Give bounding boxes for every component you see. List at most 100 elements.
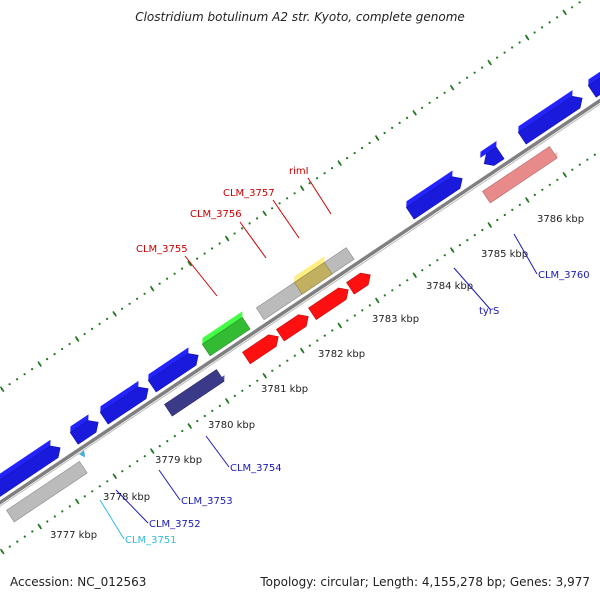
inner-scale-dot	[548, 183, 551, 186]
gene-label-CLM_3752: CLM_3752	[149, 519, 201, 530]
outer-scale-dot	[428, 101, 431, 104]
gene-CLM_3752	[69, 420, 99, 445]
gene-CLM_3753	[99, 386, 149, 425]
inner-scale-dot	[496, 218, 499, 222]
inner-scale-dot	[473, 234, 476, 237]
inner-scale-dot	[593, 153, 596, 156]
gene-label-leader-tyrS	[453, 267, 491, 310]
inner-scale-tick	[487, 222, 493, 228]
inner-scale-dot	[136, 460, 139, 463]
gene-CLM_3753-top	[100, 380, 139, 413]
inner-scale-tick	[224, 397, 230, 404]
inner-scale-tick	[37, 523, 43, 530]
gene-CLM_3757-rna	[308, 287, 349, 321]
outer-scale-dot	[578, 1, 581, 4]
outer-scale-dot	[316, 177, 319, 180]
gene-forward-1-top	[0, 439, 51, 480]
outer-scale-dot	[106, 317, 109, 320]
gene-label-CLM_3757: CLM_3757	[223, 188, 275, 199]
inner-scale-dot	[23, 535, 26, 538]
gene-forward-6	[483, 146, 505, 166]
outer-scale-dot	[353, 152, 356, 155]
inner-scale-dot	[211, 409, 214, 412]
gene-label-leader-CLM_3755	[184, 255, 218, 297]
outer-scale-dot	[361, 146, 364, 150]
outer-scale-tick	[187, 260, 192, 267]
gene-label-CLM_3760: CLM_3760	[538, 270, 590, 281]
outer-scale-dot	[436, 96, 439, 99]
inner-scale-dot	[46, 520, 49, 523]
scale-label-3786-kbp: 3786 kbp	[537, 214, 584, 225]
scale-label-3785-kbp: 3785 kbp	[481, 249, 528, 260]
inner-scale-dot	[331, 329, 334, 332]
inner-scale-dot	[106, 480, 109, 483]
inner-scale-dot	[443, 254, 446, 257]
inner-scale-dot	[428, 264, 431, 267]
outer-scale-dot	[308, 182, 311, 185]
gene-CLM_3755-rna	[242, 334, 279, 365]
outer-scale-dot	[136, 297, 139, 300]
gene-CLM_3751-marker	[79, 450, 86, 458]
outer-scale-dot	[23, 373, 26, 376]
inner-scale-tick	[524, 196, 530, 203]
outer-scale-dot	[248, 222, 251, 225]
outer-scale-dot	[61, 347, 64, 351]
inner-scale-dot	[16, 540, 19, 543]
outer-scale-dot	[421, 106, 424, 109]
inner-scale-dot	[271, 369, 274, 372]
inner-scale-dot	[368, 304, 371, 307]
outer-scale-dot	[466, 76, 469, 79]
outer-scale-dot	[331, 167, 334, 170]
outer-scale-dot	[368, 141, 371, 145]
inner-scale-dot	[61, 510, 64, 513]
outer-scale-dot	[241, 227, 244, 230]
inner-scale-dot	[383, 294, 386, 297]
gene-label-leader-CLM_3757	[272, 199, 300, 239]
outer-scale-dot	[496, 56, 499, 59]
outer-scale-dot	[383, 131, 386, 135]
outer-scale-dot	[173, 272, 176, 275]
inner-scale-tick	[187, 423, 193, 429]
outer-scale-dot	[503, 51, 506, 54]
gene-label-tyrS: tyrS	[479, 306, 499, 317]
outer-scale-dot	[271, 207, 274, 210]
inner-scale-dot	[278, 364, 281, 367]
gene-forward-5	[405, 176, 463, 220]
inner-scale-dot	[481, 228, 484, 232]
inner-scale-dot	[346, 319, 349, 322]
outer-scale-tick	[299, 185, 305, 192]
inner-scale-dot	[173, 435, 176, 438]
inner-scale-dot	[511, 208, 514, 211]
gene-forward-8-top	[588, 71, 600, 86]
inner-scale-dot	[308, 344, 311, 347]
gene-olive	[293, 261, 333, 295]
inner-scale-dot	[248, 384, 251, 387]
gene-label-leader-CLM_3760	[513, 233, 538, 275]
inner-scale-dot	[218, 404, 221, 407]
outer-scale-dot	[16, 378, 19, 381]
outer-scale-dot	[203, 252, 206, 255]
outer-scale-dot	[91, 327, 94, 330]
inner-scale-dot	[406, 279, 409, 282]
outer-scale-tick	[412, 109, 417, 116]
outer-scale-tick	[149, 285, 155, 292]
inner-scale-dot	[323, 334, 326, 337]
inner-scale-dot	[541, 188, 544, 191]
inner-scale-dot	[8, 545, 11, 548]
gene-label-leader-CLM_3753	[158, 469, 181, 501]
inner-scale-dot	[31, 530, 34, 533]
outer-scale-dot	[406, 116, 409, 119]
gene-label-CLM_3754: CLM_3754	[230, 463, 282, 474]
inner-scale-dot	[421, 269, 424, 272]
outer-scale-dot	[128, 302, 131, 305]
inner-scale-tick	[412, 272, 418, 279]
outer-scale-tick	[449, 84, 455, 91]
genome-backbone	[0, 98, 600, 505]
inner-scale-dot	[353, 314, 356, 317]
outer-scale-dot	[518, 41, 521, 44]
inner-scale-dot	[166, 440, 169, 443]
gene-forward-4-top	[148, 347, 189, 381]
inner-scale-dot	[398, 284, 401, 287]
outer-scale-tick	[74, 336, 80, 342]
